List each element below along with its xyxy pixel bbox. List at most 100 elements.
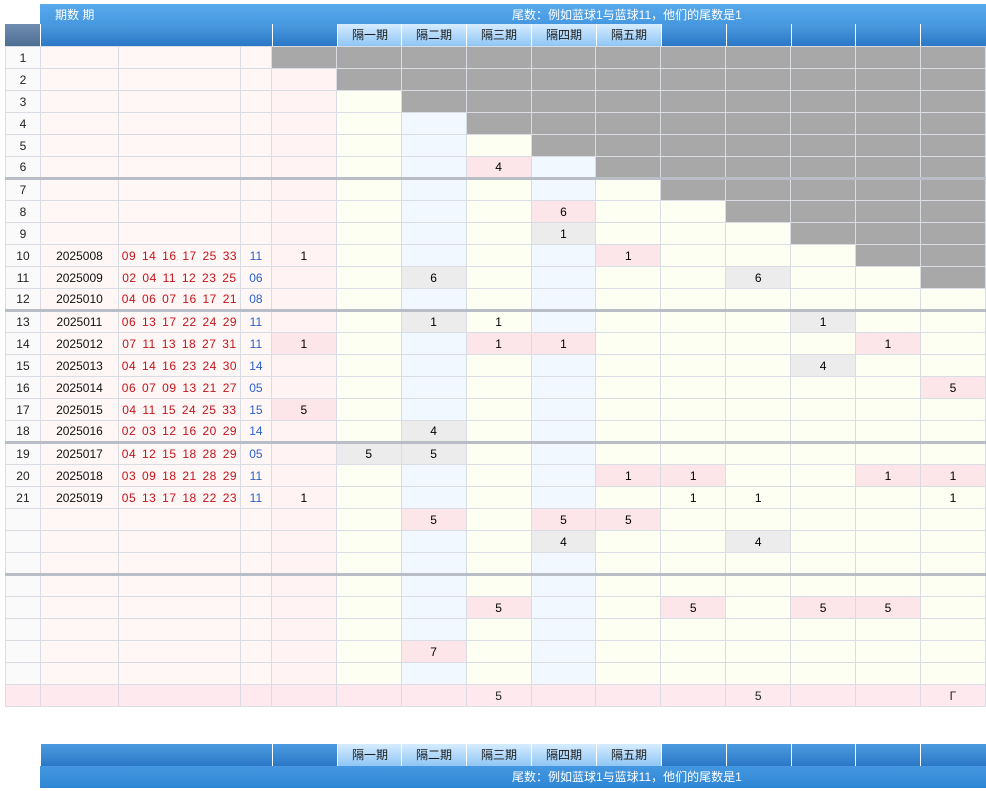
row-seq: 14 [5, 332, 41, 355]
tail-cell-0 [270, 618, 337, 641]
row-blue-ball: 11 [239, 309, 272, 333]
tail-cell-3 [465, 200, 532, 223]
row-red-balls: 04 11 15 24 25 33 [117, 398, 241, 421]
row-issue [39, 90, 119, 113]
tail-cell-4 [530, 177, 597, 201]
tail-cell-8 [790, 640, 857, 663]
tail-cell-10 [919, 309, 986, 333]
tail-cell-6 [660, 398, 727, 421]
table-row [5, 552, 986, 575]
row-seq: 9 [5, 222, 41, 245]
row-red-balls: 09 14 16 17 25 33 [117, 244, 241, 267]
row-seq: 8 [5, 200, 41, 223]
tail-cell-3 [465, 618, 532, 641]
tail-cell-10 [919, 68, 986, 91]
tail-cell-4 [530, 288, 597, 311]
row-blue-ball: 06 [239, 266, 272, 289]
tail-cell-8: 5 [790, 596, 857, 619]
row-blue-ball [239, 112, 272, 135]
tail-cell-6 [660, 134, 727, 157]
tail-cell-6 [660, 552, 727, 575]
tail-cell-9 [855, 552, 921, 575]
tail-cell-2: 7 [400, 640, 467, 663]
tail-cell-5 [595, 441, 662, 465]
footer-tail-header-5: 隔五期 [596, 744, 661, 766]
tail-cell-2 [400, 288, 467, 311]
tail-cell-9 [855, 68, 921, 91]
tail-cell-0 [270, 200, 337, 223]
row-seq [5, 552, 41, 575]
table-row: 21 2025019 05 13 17 18 22 23 11 1 1 1 1 [5, 486, 986, 509]
row-red-balls [117, 156, 241, 179]
tail-cell-4 [530, 354, 597, 377]
tail-cell-10 [919, 177, 986, 201]
summary-issue [39, 684, 119, 707]
summary-row: 5 5 Γ [5, 684, 986, 707]
tail-cell-5 [595, 398, 662, 421]
row-blue-ball: 11 [239, 332, 272, 355]
tail-cell-2: 6 [400, 266, 467, 289]
tail-cell-7 [725, 200, 792, 223]
tail-cell-5 [595, 156, 662, 179]
header-tail-header-5: 隔五期 [596, 24, 661, 46]
tail-cell-9 [855, 420, 921, 443]
tail-cell-6 [660, 573, 727, 597]
tail-cell-9 [855, 177, 921, 201]
table-row: 16 2025014 06 07 09 13 21 27 05 5 [5, 376, 986, 399]
footer-tail-header-8 [791, 744, 856, 766]
summary-cell-3: 5 [465, 684, 532, 707]
tail-cell-9 [855, 573, 921, 597]
tail-cell-1 [335, 552, 402, 575]
summary-cell-5 [595, 684, 662, 707]
row-issue [39, 222, 119, 245]
footer-tail-header-4: 隔四期 [531, 744, 596, 766]
tail-cell-3 [465, 376, 532, 399]
row-issue: 2025016 [39, 420, 119, 443]
tail-cell-9 [855, 309, 921, 333]
tail-cell-1 [335, 640, 402, 663]
summary-blue [239, 684, 272, 707]
summary-cell-1 [335, 684, 402, 707]
tail-cell-8: 4 [790, 354, 857, 377]
row-seq: 20 [5, 464, 41, 487]
tail-cell-10: 1 [919, 486, 986, 509]
tail-cell-0 [270, 662, 337, 685]
row-red-balls [117, 200, 241, 223]
tail-cell-10 [919, 288, 986, 311]
row-red-balls [117, 508, 241, 531]
tail-cell-9 [855, 112, 921, 135]
tail-cell-1 [335, 156, 402, 179]
tail-cell-5 [595, 376, 662, 399]
tail-cell-10: 1 [919, 464, 986, 487]
tail-cell-10 [919, 354, 986, 377]
tail-cell-3 [465, 464, 532, 487]
tail-cell-7 [725, 618, 792, 641]
tail-cell-1 [335, 573, 402, 597]
tail-cell-3 [465, 354, 532, 377]
table-row: 18 2025016 02 03 12 16 20 29 14 4 [5, 420, 986, 443]
tail-cell-4 [530, 441, 597, 465]
tail-cell-6 [660, 332, 727, 355]
row-issue: 2025009 [39, 266, 119, 289]
tail-cell-1 [335, 112, 402, 135]
tail-cell-7 [725, 46, 792, 69]
tail-cell-9 [855, 134, 921, 157]
row-red-balls [117, 662, 241, 685]
tail-cell-10 [919, 573, 986, 597]
summary-seq [5, 684, 41, 707]
tail-cell-10 [919, 530, 986, 553]
header-caption: 尾数：例如蓝球1与蓝球11，他们的尾数是1 [512, 8, 742, 22]
row-seq: 12 [5, 288, 41, 311]
row-blue-ball [239, 508, 272, 531]
table-row: 3 [5, 90, 986, 113]
tail-cell-3 [465, 508, 532, 531]
row-blue-ball [239, 596, 272, 619]
tail-cell-10 [919, 662, 986, 685]
tail-cell-5 [595, 200, 662, 223]
tail-cell-4 [530, 376, 597, 399]
row-blue-ball [239, 552, 272, 575]
tail-cell-1 [335, 68, 402, 91]
